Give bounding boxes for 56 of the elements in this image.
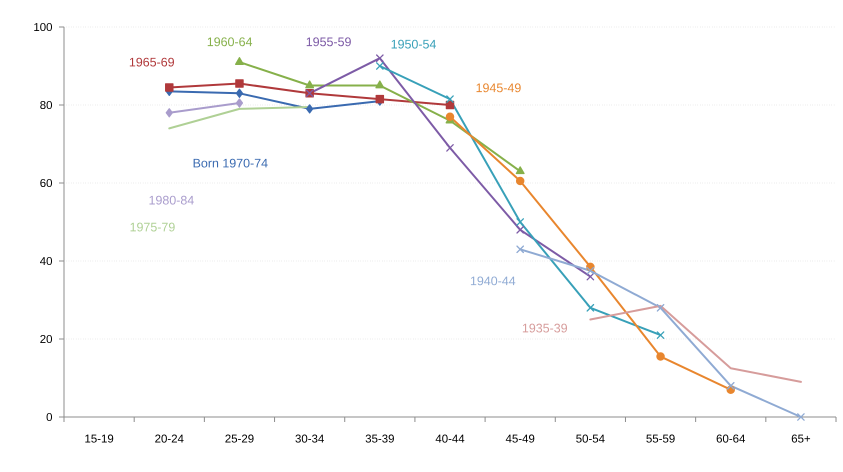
series-label: 1935-39 xyxy=(522,324,568,332)
x-tick-label: 50-54 xyxy=(576,434,605,443)
point xyxy=(376,54,384,62)
point xyxy=(516,226,524,234)
point xyxy=(797,413,805,421)
line-series xyxy=(589,304,802,383)
point xyxy=(516,166,525,174)
point xyxy=(656,304,664,312)
point xyxy=(656,331,664,339)
x-tick-label: 60-64 xyxy=(716,434,746,443)
point xyxy=(375,80,384,88)
point xyxy=(376,94,384,104)
x-tick-label: 45-49 xyxy=(506,434,534,443)
point xyxy=(236,88,244,98)
x-tick-label: 20-24 xyxy=(155,434,184,443)
y-tick-label: 40 xyxy=(40,256,52,266)
point xyxy=(446,112,454,121)
text: Born 1970-74 xyxy=(194,158,268,168)
point xyxy=(236,98,244,108)
text: 1975-79 xyxy=(130,222,175,232)
x-tick-label: 55-59 xyxy=(646,434,675,443)
series-label: 1940-44 xyxy=(470,276,516,286)
x-tick-label: 65+ xyxy=(792,434,810,443)
point xyxy=(516,245,524,254)
point xyxy=(586,272,594,280)
y-tick-label: 0 xyxy=(46,412,52,422)
x-tick-label: 25-29 xyxy=(225,434,254,443)
point xyxy=(446,95,454,103)
point xyxy=(235,79,244,88)
point xyxy=(376,62,384,70)
y-tick-label: 100 xyxy=(34,22,52,32)
y-tick-label: 20 xyxy=(40,334,52,344)
point xyxy=(306,104,314,114)
series-label: 1965-69 xyxy=(130,58,174,67)
point xyxy=(446,144,454,152)
point xyxy=(726,382,735,390)
series-label: 1960-64 xyxy=(208,37,252,46)
point xyxy=(166,108,173,118)
series-label: 1955-59 xyxy=(306,37,351,46)
point xyxy=(516,176,524,186)
x-tick-label: 35-39 xyxy=(366,434,394,443)
x-tick-label: 30-34 xyxy=(295,434,324,443)
x-tick-label: 15-19 xyxy=(85,434,114,443)
y-tick-label: 80 xyxy=(40,100,52,110)
text: 1945-49 xyxy=(476,83,521,92)
y-tick-label: 60 xyxy=(40,178,52,188)
point xyxy=(586,266,594,275)
point xyxy=(516,218,524,226)
point xyxy=(305,80,314,88)
x-tick-label: 40-44 xyxy=(436,434,464,443)
point xyxy=(165,83,174,92)
text: 1980-84 xyxy=(149,196,194,205)
point xyxy=(235,57,244,65)
point xyxy=(586,304,594,312)
point xyxy=(656,352,665,361)
series-label: 1950-54 xyxy=(392,40,436,49)
